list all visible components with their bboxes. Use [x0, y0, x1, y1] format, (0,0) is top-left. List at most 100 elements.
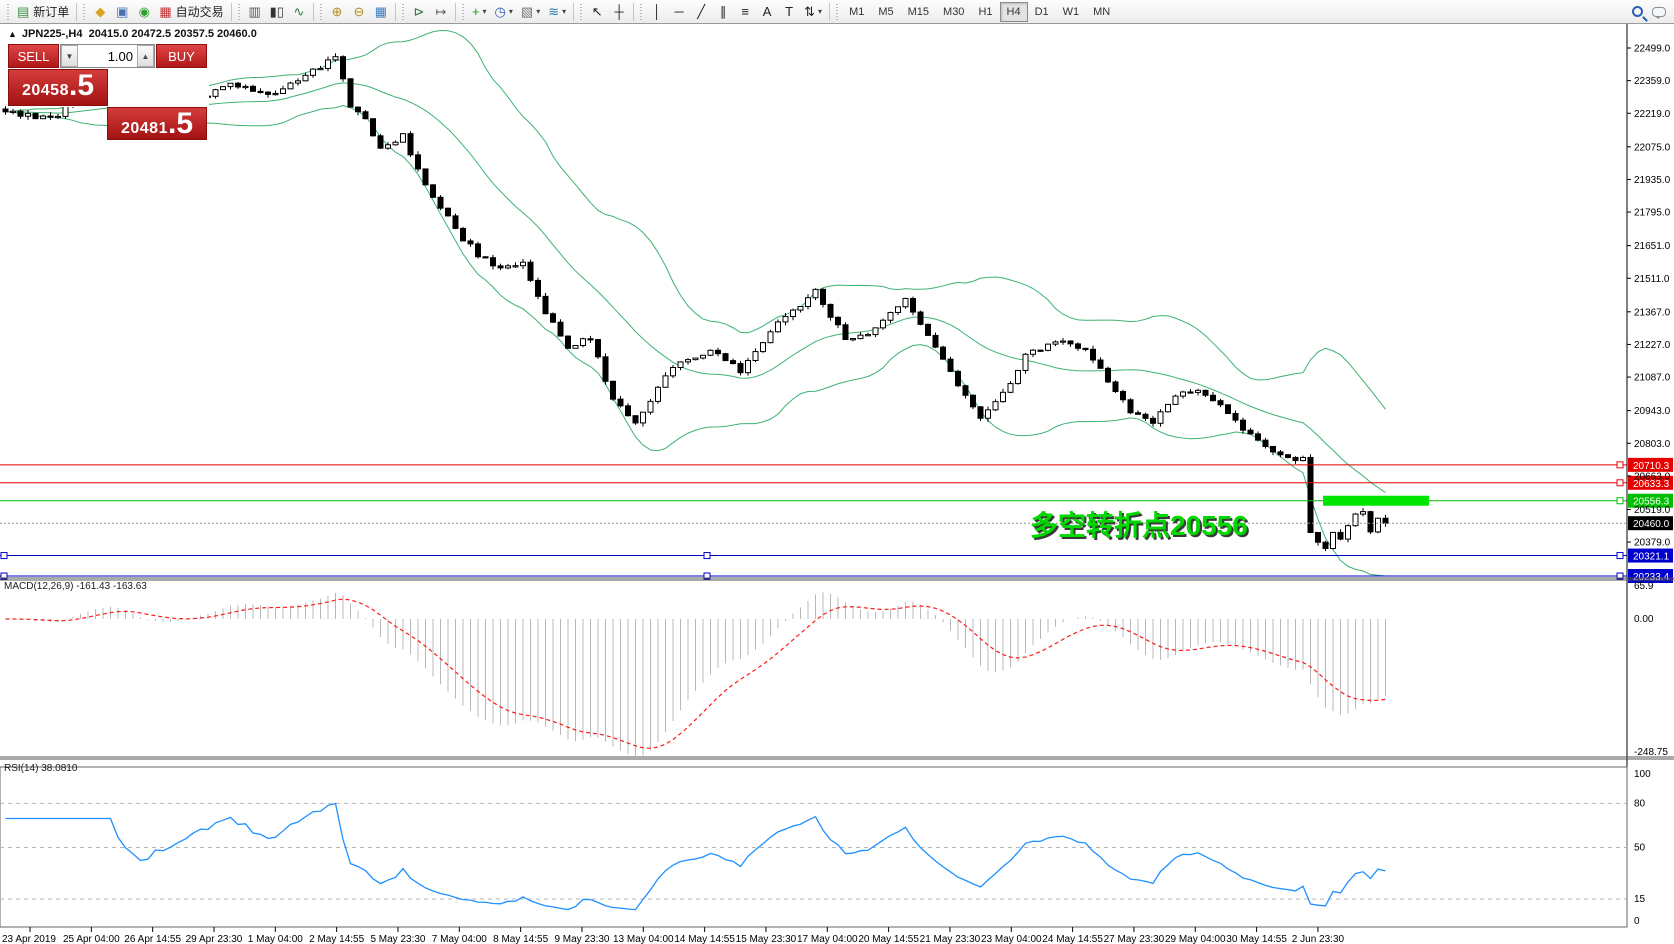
pivot-line-price-label-text: 20556.3	[1633, 497, 1670, 508]
buy-price-button[interactable]: 20481.5	[107, 107, 207, 140]
candlestick-chart-icon[interactable]: ▮▯	[266, 2, 288, 22]
resistance-line-1-price-label-text: 20710.3	[1633, 461, 1670, 472]
volume-input[interactable]	[78, 45, 137, 67]
line-handle[interactable]	[1616, 479, 1624, 487]
rsi-pane-border	[0, 766, 1628, 928]
zoom-in-icon[interactable]: ⊕	[326, 2, 348, 22]
vertical-line-icon[interactable]: │	[646, 2, 668, 22]
time-tick-label: 23 Apr 2019	[2, 934, 56, 944]
price-tick-label: 22499.0	[1634, 44, 1671, 55]
horizontal-line-icon[interactable]: ─	[668, 2, 690, 22]
timeframe-d1-button[interactable]: D1	[1034, 5, 1049, 18]
timeframe-w1-button[interactable]: W1	[1062, 5, 1080, 18]
rsi-value: 38.0810	[41, 763, 78, 774]
templates-icon[interactable]: ▧ ▾	[517, 2, 544, 22]
new-order-button-label: 新订单	[33, 5, 70, 19]
time-tick-label: 7 May 04:00	[432, 934, 487, 944]
bar-chart-icon[interactable]: ▥	[244, 2, 266, 22]
indicators-icon-dropdown[interactable]: ▾	[482, 7, 487, 16]
crosshair-icon[interactable]: ┼	[608, 2, 630, 22]
timeframe-m30-button[interactable]: M30	[943, 5, 965, 18]
chart-annotation-text[interactable]: 多空转折点20556	[1030, 510, 1248, 541]
chat-button[interactable]	[1648, 2, 1670, 22]
line-chart-icon: ∿	[293, 4, 305, 19]
volume-decrease-button[interactable]: ▼	[61, 45, 78, 67]
macd-header: MACD(12,26,9) -161.43 -163.63	[4, 581, 147, 592]
arrows-icon[interactable]: ⇅ ▾	[800, 2, 826, 22]
cursor-icon[interactable]: ↖	[586, 2, 608, 22]
line-handle[interactable]	[703, 552, 711, 560]
sell-button[interactable]: SELL	[8, 44, 59, 68]
resistance-line-2-price-label	[1628, 475, 1673, 490]
line-chart-icon[interactable]: ∿	[288, 2, 310, 22]
signals-icon[interactable]: ◉	[133, 2, 155, 22]
timeframe-m1-button[interactable]: M1	[849, 5, 865, 18]
support-line-1-price-label-text: 20321.1	[1633, 552, 1670, 563]
indicators-icon[interactable]: + ▾	[468, 2, 491, 22]
zoom-out-icon[interactable]: ⊖	[348, 2, 370, 22]
line-handle[interactable]	[703, 572, 711, 580]
templates-icon-dropdown[interactable]: ▾	[536, 7, 541, 16]
new-order-button[interactable]: ▤ 新订单	[13, 2, 73, 22]
line-handle[interactable]	[1616, 461, 1624, 469]
trendline-icon[interactable]: ╱	[690, 2, 712, 22]
trendline-icon: ╱	[697, 4, 706, 19]
indicator-line	[5, 598, 1386, 749]
search-button[interactable]	[1626, 2, 1648, 22]
price-tick-label: 21367.0	[1634, 307, 1671, 318]
fibonacci-icon[interactable]: ≡	[734, 2, 756, 22]
chat-icon	[1652, 6, 1666, 19]
channel-icon: ∥	[719, 4, 727, 19]
line-handle[interactable]	[1616, 572, 1624, 580]
rsi-scale-label: 50	[1634, 843, 1646, 854]
chart-shift-icon[interactable]: ↦	[430, 2, 452, 22]
time-tick-label: 25 Apr 04:00	[63, 934, 120, 944]
text-label-icon[interactable]: T	[778, 2, 800, 22]
autotrading-button: ▦	[159, 4, 172, 19]
auto-scroll-icon: ⊳	[413, 4, 425, 19]
one-click-trade-panel: SELL ▼ ▲ BUY 20458.5 20481.5	[8, 44, 209, 140]
chart-canvas[interactable]: 20710.320633.320556.320321.120233.420460…	[0, 24, 1674, 944]
fibonacci-icon: ≡	[741, 4, 749, 19]
timeframe-h1-button[interactable]: H1	[978, 5, 993, 18]
auto-scroll-icon[interactable]: ⊳	[408, 2, 430, 22]
highlight-zone[interactable]	[1323, 495, 1429, 506]
text-label-icon: T	[785, 4, 794, 19]
profiles-icon-dropdown[interactable]: ▾	[562, 7, 567, 16]
time-tick-label: 24 May 14:55	[1042, 934, 1103, 944]
time-tick-label: 2 May 14:55	[309, 934, 364, 944]
timeframe-mn-button[interactable]: MN	[1093, 5, 1111, 18]
market-watch-icon: ◆	[95, 4, 106, 19]
toolbar: ▤ 新订单 ◆ ▣ ◉ ▦ 自动交易 ▥ ▮▯ ∿ ⊕ ⊖ ▦ ⊳ ↦ + ▾ ◷ ▾ ▧ ▾ ≋ ▾ ↖ ┼ │ ─ ╱ ∥ ≡ A T ⇅ ▾…	[0, 0, 1674, 24]
market-watch-icon[interactable]: ◆	[89, 2, 111, 22]
buy-button[interactable]: BUY	[156, 44, 207, 68]
text-icon[interactable]: A	[756, 2, 778, 22]
macd-scale-label: -248.75	[1634, 747, 1668, 758]
autotrading-button[interactable]: ▦ 自动交易	[155, 2, 227, 22]
profiles-icon[interactable]: ≋ ▾	[544, 2, 570, 22]
volume-increase-button[interactable]: ▲	[137, 45, 154, 67]
collapse-icon[interactable]: ▲	[8, 29, 17, 39]
arrows-icon-dropdown[interactable]: ▾	[818, 7, 823, 16]
tile-windows-icon[interactable]: ▦	[370, 2, 392, 22]
sell-price-button[interactable]: 20458.5	[8, 69, 108, 106]
pivot-line-price-label	[1628, 493, 1673, 508]
timeframe-m15-button[interactable]: M15	[907, 5, 930, 18]
time-tick-label: 8 May 14:55	[493, 934, 548, 944]
periods-icon[interactable]: ◷ ▾	[491, 2, 517, 22]
rsi-header: RSI(14) 38.0810	[4, 763, 78, 774]
channel-icon[interactable]: ∥	[712, 2, 734, 22]
ohlc-header: ▲ JPN225-,H4 20415.0 20472.5 20357.5 2046…	[8, 28, 257, 40]
timeframe-m5-button[interactable]: M5	[878, 5, 894, 18]
text-icon: A	[762, 4, 772, 19]
line-handle[interactable]	[0, 572, 8, 580]
periods-icon-dropdown[interactable]: ▾	[508, 7, 513, 16]
terminal-icon[interactable]: ▣	[111, 2, 133, 22]
line-handle[interactable]	[1616, 497, 1624, 505]
chart-window: 20710.3 20633.3 20556.3 20321.1 20233.4 20460…	[0, 24, 1674, 944]
price-tick-label: 22075.0	[1634, 142, 1671, 153]
price-tick-label: 20803.0	[1634, 439, 1671, 450]
line-handle[interactable]	[0, 552, 8, 560]
line-handle[interactable]	[1616, 552, 1624, 560]
timeframe-h4-button[interactable]: H4	[999, 1, 1028, 22]
